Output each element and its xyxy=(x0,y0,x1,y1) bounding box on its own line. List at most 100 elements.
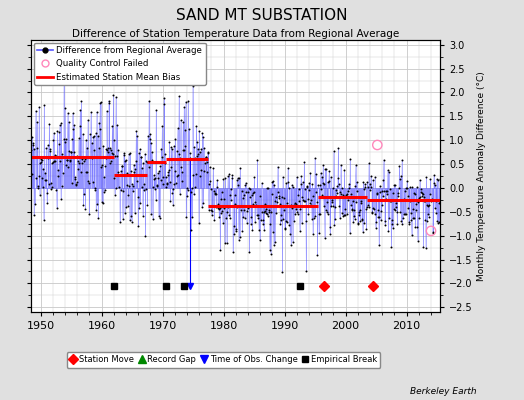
Point xyxy=(294,192,302,198)
Point xyxy=(237,188,246,194)
Point xyxy=(37,158,45,165)
Point xyxy=(64,164,72,170)
Point xyxy=(406,198,414,205)
Point xyxy=(230,222,238,229)
Point xyxy=(410,191,419,197)
Point xyxy=(55,129,63,136)
Point xyxy=(347,206,356,212)
Point xyxy=(179,147,188,154)
Point xyxy=(165,166,173,173)
Point xyxy=(413,224,421,230)
Point xyxy=(178,178,187,184)
Point xyxy=(382,187,390,194)
Point xyxy=(158,154,166,160)
Point xyxy=(194,151,203,158)
Point xyxy=(167,164,176,170)
Point xyxy=(185,150,194,156)
Point xyxy=(76,107,84,113)
Point xyxy=(57,195,65,202)
Point xyxy=(170,143,178,149)
Point xyxy=(293,208,301,215)
Point xyxy=(152,183,161,190)
Point xyxy=(403,193,412,199)
Point xyxy=(129,182,137,189)
Point xyxy=(190,144,199,150)
Point xyxy=(433,218,441,225)
Point xyxy=(81,206,90,212)
Point xyxy=(134,223,143,230)
Point xyxy=(310,214,318,221)
Point xyxy=(351,216,359,222)
Point xyxy=(334,145,343,151)
Point xyxy=(435,199,444,205)
Point xyxy=(189,83,197,89)
Point xyxy=(337,162,345,168)
Point xyxy=(398,220,407,227)
Point xyxy=(331,216,339,223)
Point xyxy=(220,196,228,202)
Point xyxy=(105,99,114,106)
Point xyxy=(27,147,36,154)
Point xyxy=(273,199,281,205)
Point xyxy=(251,199,259,205)
Point xyxy=(253,157,261,164)
Point xyxy=(34,185,42,191)
Point xyxy=(103,108,111,114)
Point xyxy=(94,144,103,151)
Point xyxy=(183,187,192,194)
Point xyxy=(130,210,139,216)
Point xyxy=(51,152,60,158)
Point xyxy=(299,179,307,186)
Point xyxy=(358,228,367,235)
Point xyxy=(391,200,400,206)
Point xyxy=(316,211,324,217)
Point xyxy=(124,192,133,198)
Point xyxy=(96,100,104,106)
Point xyxy=(90,184,99,191)
Point xyxy=(397,172,405,179)
Point xyxy=(408,184,417,190)
Point xyxy=(150,186,159,192)
Point xyxy=(373,190,381,197)
Point xyxy=(242,179,250,186)
Point xyxy=(156,215,164,221)
Point xyxy=(332,193,340,199)
Point xyxy=(173,125,182,132)
Point xyxy=(286,202,294,208)
Point xyxy=(384,228,392,234)
Point xyxy=(54,173,62,179)
Point xyxy=(238,228,246,234)
Point xyxy=(41,169,49,176)
Point xyxy=(303,196,312,202)
Point xyxy=(425,202,434,208)
Point xyxy=(296,206,304,212)
Point xyxy=(417,186,425,192)
Point xyxy=(216,210,225,216)
Point xyxy=(160,94,169,101)
Point xyxy=(392,204,400,210)
Point xyxy=(118,216,127,222)
Point xyxy=(282,218,290,224)
Point xyxy=(111,153,119,159)
Point xyxy=(387,198,395,204)
Point xyxy=(151,175,159,181)
Point xyxy=(89,179,97,185)
Point xyxy=(400,211,409,218)
Point xyxy=(224,204,233,210)
Point xyxy=(233,177,241,184)
Point xyxy=(432,176,441,182)
Point xyxy=(418,192,427,199)
Point xyxy=(397,217,406,224)
Point xyxy=(219,220,227,226)
Point xyxy=(210,216,219,223)
Point xyxy=(166,198,174,204)
Point xyxy=(178,169,186,175)
Point xyxy=(255,227,263,233)
Point xyxy=(301,185,309,192)
Point xyxy=(373,142,381,148)
Point xyxy=(233,175,242,181)
Point xyxy=(275,195,283,202)
Point xyxy=(286,231,294,238)
Point xyxy=(173,148,181,154)
Point xyxy=(36,159,45,166)
